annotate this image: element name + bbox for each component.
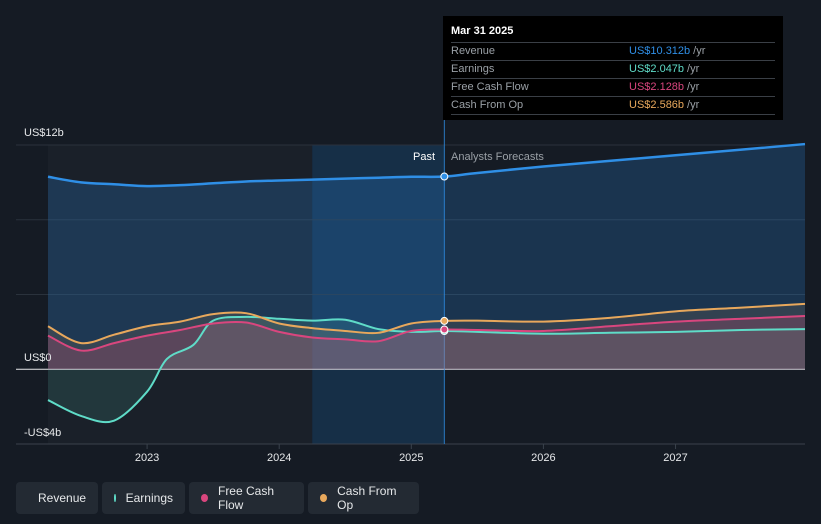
legend-label: Revenue [38,491,87,505]
x-tick-label: 2027 [663,452,687,464]
legend-item-earnings[interactable]: Earnings [102,482,185,514]
tooltip-date: Mar 31 2025 [451,24,775,43]
tooltip-row-value: US$2.128b [629,81,685,93]
tooltip-row-unit: /yr [687,63,700,75]
tooltip-row-earnings: Earnings US$2.047b /yr [451,61,775,79]
area-cash-from-op [48,303,805,370]
area-earnings [48,316,805,423]
line-earnings [47,315,806,424]
legend-label: Earnings [125,491,173,505]
data-tooltip: Mar 31 2025 Revenue US$10.312b /yr Earni… [443,16,783,120]
marker-cash-from-op [440,316,449,325]
chart-legend: Revenue Earnings Free Cash Flow Cash Fro… [16,482,419,514]
x-tick-label: 2026 [531,452,555,464]
line-free-cash-flow [47,314,806,352]
legend-dot-icon [201,494,208,502]
x-tick-label: 2023 [135,452,159,464]
area-free-cash-flow [48,315,805,370]
tooltip-row-unit: /yr [687,81,700,93]
legend-item-revenue[interactable]: Revenue [16,482,98,514]
tooltip-row-fcf: Free Cash Flow US$2.128b /yr [451,79,775,97]
y-label-top: US$12b [24,127,64,139]
x-tick-label: 2024 [267,452,291,464]
tooltip-row-value: US$2.586b [629,99,685,111]
tooltip-row-unit: /yr [687,99,700,111]
legend-item-cash-from-op[interactable]: Cash From Op [308,482,419,514]
tooltip-row-label: Earnings [451,63,495,75]
line-revenue [47,142,806,188]
tooltip-row-unit: /yr [693,45,706,57]
y-label-zero: US$0 [24,352,52,364]
series-markers [440,172,449,335]
legend-dot-icon [114,494,116,502]
line-cash-from-op [47,302,806,345]
series-lines [47,142,806,424]
x-axis-ticks: 2023 2024 2025 2026 2027 [135,444,688,464]
legend-item-free-cash-flow[interactable]: Free Cash Flow [189,482,304,514]
marker-revenue [440,172,449,181]
tooltip-row-label: Cash From Op [451,99,524,111]
tooltip-row-label: Revenue [451,45,496,57]
tooltip-row-value: US$10.312b [629,45,691,57]
x-tick-label: 2025 [399,452,423,464]
tooltip-row-label: Free Cash Flow [451,81,529,93]
legend-label: Free Cash Flow [217,484,275,512]
legend-label: Cash From Op [337,484,397,512]
tooltip-row-value: US$2.047b [629,63,685,75]
chart-canvas: US$12b US$0 -US$4b Past Analysts Forecas… [16,16,806,464]
y-label-bottom: -US$4b [24,427,61,439]
forecast-label: Analysts Forecasts [451,151,544,163]
tooltip-row-cfo: Cash From Op US$2.586b /yr [451,97,775,115]
tooltip-row-revenue: Revenue US$10.312b /yr [451,43,775,61]
marker-free-cash-flow [440,325,449,334]
legend-dot-icon [320,494,328,502]
past-label: Past [413,151,435,163]
